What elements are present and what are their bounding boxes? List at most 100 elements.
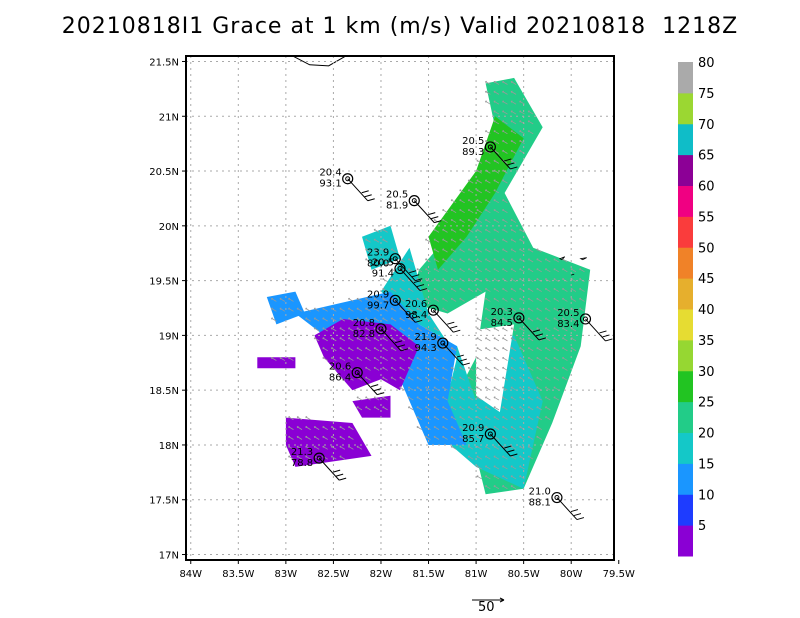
wind-arrow: [527, 406, 534, 411]
wind-arrow: [416, 347, 423, 352]
wind-arrow: [425, 356, 431, 361]
wind-arrow: [502, 209, 508, 214]
wind-arrow: [279, 297, 286, 302]
wind-arrow: [510, 396, 517, 401]
wind-arrow: [356, 307, 363, 312]
wind-arrow: [484, 238, 491, 243]
station-pressure: 20.5: [462, 136, 484, 147]
wind-arrow: [356, 406, 363, 411]
wind-arrow: [519, 445, 525, 450]
wind-arrow: [493, 337, 500, 342]
colorbar-label: 25: [698, 396, 715, 411]
wind-arrow: [339, 327, 346, 332]
colorbar-swatch: [678, 525, 693, 557]
wind-arrow: [579, 287, 585, 292]
wind-arrow: [502, 327, 508, 332]
wind-arrow: [476, 376, 483, 381]
wind-arrow: [502, 169, 508, 174]
wind-arrow: [382, 307, 388, 312]
wind-arrow: [510, 248, 517, 253]
wind-arrow: [365, 406, 371, 411]
wind-arrow: [510, 228, 517, 233]
wind-arrow: [459, 258, 465, 263]
wind-arrow: [442, 248, 448, 253]
wind-arrow: [527, 307, 534, 312]
wind-arrow: [322, 337, 328, 342]
dropsonde-station: 20.698.4: [405, 299, 461, 333]
station-pressure: 21.3: [291, 447, 313, 458]
wind-arrow: [493, 189, 500, 194]
wind-arrow: [313, 426, 320, 430]
wind-arrow: [322, 445, 328, 450]
wind-arrow: [527, 347, 534, 352]
station-pressure: 20.9: [367, 289, 389, 300]
wind-arrow: [493, 445, 500, 450]
wind-arrow: [493, 130, 500, 135]
colorbar-swatch: [678, 92, 693, 125]
wind-barb: [556, 497, 585, 521]
wind-arrow: [416, 406, 423, 411]
wind-arrow: [348, 376, 354, 381]
wind-arrow: [562, 327, 568, 332]
wind-arrow: [536, 278, 542, 283]
station-core: [392, 256, 398, 262]
reference-vector-label: 50: [478, 600, 495, 615]
wind-arrow: [493, 238, 500, 243]
wind-arrow: [510, 356, 517, 361]
wind-arrow: [373, 248, 380, 253]
wind-arrow: [510, 465, 517, 470]
wind-arrow: [467, 278, 474, 283]
colorbar-label: 65: [698, 149, 715, 164]
wind-arrow: [433, 426, 440, 430]
wind-arrow: [459, 228, 465, 233]
wind-arrow: [390, 248, 397, 253]
wind-arrow: [305, 455, 311, 460]
wind-arrow: [484, 475, 491, 480]
wind-arrow: [467, 258, 474, 263]
wind-arrow: [425, 426, 431, 430]
wind-arrow: [425, 396, 431, 401]
station-speed: 93.1: [319, 179, 341, 190]
wind-arrow: [484, 130, 491, 135]
wind-arrow: [484, 396, 491, 401]
wind-arrow: [330, 455, 337, 460]
dropsonde-station: 20.493.1: [319, 168, 375, 202]
wind-arrow: [416, 366, 423, 371]
station-pressure: 21.0: [529, 487, 551, 498]
wind-arrow: [425, 238, 431, 243]
wind-arrow: [544, 307, 551, 312]
wind-arrow: [382, 406, 388, 411]
wind-barb: [489, 146, 518, 170]
wind-arrow: [484, 258, 491, 263]
wind-arrow: [356, 445, 363, 450]
station-pressure: 20.4: [319, 168, 341, 179]
wind-arrow: [373, 238, 380, 243]
wind-arrow: [493, 209, 500, 214]
wind-arrow: [544, 366, 551, 371]
wind-arrow: [536, 297, 542, 302]
wind-arrow: [339, 366, 346, 371]
wind-arrow: [450, 258, 457, 263]
wind-arrow: [476, 159, 483, 164]
wind-arrow: [502, 90, 508, 95]
wind-arrow: [407, 297, 414, 302]
wind-arrow: [502, 238, 508, 243]
wind-arrow: [527, 435, 534, 440]
wind-arrow: [442, 209, 448, 214]
wind-arrow: [519, 268, 525, 273]
wind-arrow: [484, 297, 491, 302]
wind-arrow: [365, 307, 371, 312]
wind-arrow: [493, 100, 500, 105]
wind-arrow: [433, 278, 440, 283]
latitude-labels: 21.5N 21N 20.5N 20N 19.5N 19N 18.5N 18N 17.5N 17N: [149, 57, 186, 562]
lat-label: 21N: [159, 112, 179, 123]
wind-arrow: [536, 248, 542, 253]
station-ring: [394, 262, 406, 275]
wind-arrow: [296, 307, 303, 312]
wind-arrow: [510, 307, 517, 312]
wind-arrow: [476, 169, 483, 174]
wind-arrow: [484, 228, 491, 233]
station-core: [378, 326, 384, 332]
station-ring: [375, 323, 387, 335]
wind-arrow: [348, 445, 354, 450]
